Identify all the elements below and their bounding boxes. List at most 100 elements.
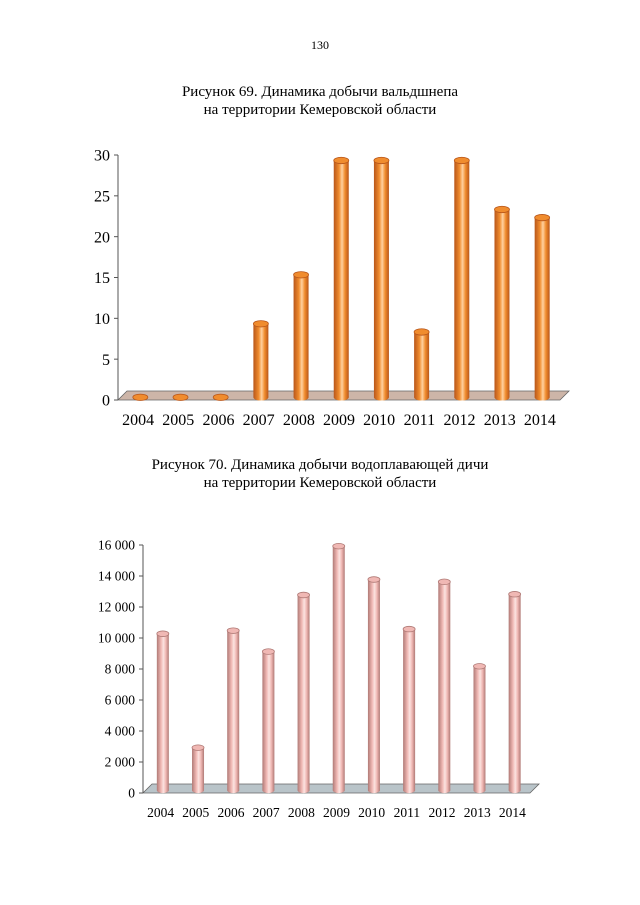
chart-1-bar-base-2007 (253, 394, 269, 401)
chart-1-bar-2012 (454, 160, 470, 398)
chart-1-bar-2013 (494, 209, 510, 398)
chart-2-bar-base-2005 (192, 787, 205, 794)
chart-1-bar-base-2010 (373, 394, 389, 401)
chart-2-bar-top-2008 (297, 591, 310, 599)
chart-2-bar-2004 (156, 633, 169, 791)
chart-2-bar-top-2010 (367, 576, 381, 583)
chart-1-y-tick-label: 10 (94, 311, 110, 328)
chart-1-bar-top-2012 (453, 156, 470, 165)
chart-2-x-tick-label: 2008 (288, 805, 315, 820)
chart-2-y-tick-label: 10 000 (98, 631, 135, 646)
chart-2-y-tick-label: 12 000 (98, 600, 135, 615)
chart-1-y-tick-label: 0 (102, 393, 110, 410)
chart-2-bar-2005 (192, 747, 205, 791)
chart-1-bar-top-2005 (172, 393, 189, 401)
chart-1-y-tick-label: 15 (94, 270, 110, 287)
chart-2-caption-line-1: Рисунок 70. Динамика добычи водоплавающе… (151, 457, 489, 473)
chart-2-bar-base-2011 (403, 787, 416, 794)
chart-1-caption: Рисунок 69. Динамика добычи вальдшнепа н… (0, 83, 640, 119)
chart-2-y-tick-label: 4 000 (105, 724, 136, 739)
chart-2-bar-base-2007 (262, 787, 275, 794)
chart-2-caption: Рисунок 70. Динамика добычи водоплавающе… (0, 456, 640, 492)
chart-1-x-tick-label: 2006 (202, 412, 234, 429)
chart-2-x-tick-label: 2014 (499, 805, 526, 820)
chart-2-x-tick-label: 2006 (217, 805, 244, 820)
chart-2-x-tick-label: 2005 (182, 805, 209, 820)
chart-2-y-tick-label: 14 000 (98, 569, 135, 584)
chart-2-bar-top-2005 (191, 744, 205, 751)
chart-1-bar-base-2013 (494, 394, 510, 401)
chart-2-bar-base-2012 (438, 787, 451, 794)
chart-1-x-tick-label: 2014 (524, 412, 556, 429)
chart-1-bar-top-2011 (413, 328, 430, 336)
chart-1-bar-base-2014 (534, 394, 550, 401)
chart-1-bar-2008 (293, 274, 309, 398)
chart-2-bar-2013 (473, 666, 486, 791)
chart-2-y-tick-label: 16 000 (98, 538, 135, 553)
chart-2-bar-top-2006 (226, 627, 240, 634)
chart-1-bar-top-2010 (373, 156, 390, 165)
chart-2-bar-top-2007 (261, 648, 275, 655)
chart-1-bar-2011 (414, 331, 430, 398)
chart-2-bar-base-2004 (156, 787, 169, 794)
chart-2-bar-2007 (262, 651, 275, 791)
chart-2-bar-base-2006 (227, 787, 240, 794)
chart-1-x-tick-label: 2005 (162, 412, 194, 429)
chart-2-bar-top-2011 (402, 625, 416, 633)
chart-2-bar-top-2014 (508, 591, 522, 598)
chart-1-bar-base-2012 (454, 394, 470, 401)
chart-1-y-tick-label: 25 (94, 188, 110, 205)
chart-1-bar-2010 (373, 160, 389, 398)
chart-1-bar-top-2007 (252, 320, 269, 328)
chart-1-bar-base-2011 (414, 394, 430, 401)
chart-2-bar-base-2013 (473, 787, 486, 794)
page-number: 130 (311, 38, 329, 52)
chart-2-bar-base-2010 (367, 787, 380, 794)
chart-2-x-tick-label: 2011 (394, 805, 421, 820)
chart-1-x-tick-label: 2004 (122, 412, 154, 429)
chart-2-x-tick-label: 2012 (429, 805, 456, 820)
chart-1-x-tick-label: 2009 (323, 412, 355, 429)
chart-2-x-tick-label: 2004 (147, 805, 174, 820)
chart-2-bar-2012 (438, 581, 451, 791)
chart-2-bar-2009 (332, 546, 345, 791)
chart-1-y-tick-label: 30 (94, 148, 110, 165)
chart-1-x-tick-label: 2013 (484, 412, 516, 429)
chart-1-x-tick-label: 2010 (363, 412, 395, 429)
chart-1-bar-base-2009 (333, 394, 349, 401)
chart-2-bar-2010 (367, 579, 380, 791)
chart-1-x-tick-label: 2007 (243, 412, 275, 429)
chart-1-bar-top-2014 (534, 214, 551, 222)
chart-2-x-tick-label: 2010 (358, 805, 385, 820)
chart-1-bar-top-2006 (212, 393, 229, 401)
chart-2-x-tick-label: 2007 (253, 805, 280, 820)
chart-1-bar-top-2013 (494, 205, 510, 214)
chart-1-bar-top-2009 (333, 156, 350, 165)
chart-1-x-tick-label: 2011 (404, 412, 435, 429)
chart-2-bar-top-2004 (156, 630, 170, 637)
chart-2-x-tick-label: 2009 (323, 805, 350, 820)
chart-2-x-tick-label: 2013 (464, 805, 491, 820)
chart-1-bar-base-2008 (293, 394, 309, 401)
chart-1-y-tick-label: 20 (94, 229, 110, 246)
chart-1-bar-top-2004 (132, 393, 149, 401)
chart-2-bar-base-2009 (332, 787, 345, 794)
chart-2-bar-2014 (508, 594, 521, 791)
chart-1-x-tick-label: 2008 (283, 412, 315, 429)
chart-2-bar-top-2012 (437, 578, 451, 586)
chart-2-y-tick-label: 0 (128, 786, 135, 801)
chart-1-y-tick-label: 5 (102, 352, 110, 369)
chart-2-y-tick-label: 8 000 (105, 662, 136, 677)
chart-2-y-tick-label: 6 000 (105, 693, 136, 708)
chart-2-bar-base-2014 (508, 787, 521, 794)
chart-2-bar-base-2008 (297, 787, 310, 794)
chart-2-y-tick-label: 2 000 (105, 755, 136, 770)
chart-2-caption-line-2: на территории Кемеровской области (203, 475, 437, 491)
chart-1-caption-line-2: на территории Кемеровской области (203, 102, 437, 118)
chart-1-bar-2014 (534, 217, 550, 398)
chart-2-bar-2008 (297, 595, 310, 791)
chart-1-x-tick-label: 2012 (444, 412, 476, 429)
chart-2-bar-2011 (403, 629, 416, 791)
